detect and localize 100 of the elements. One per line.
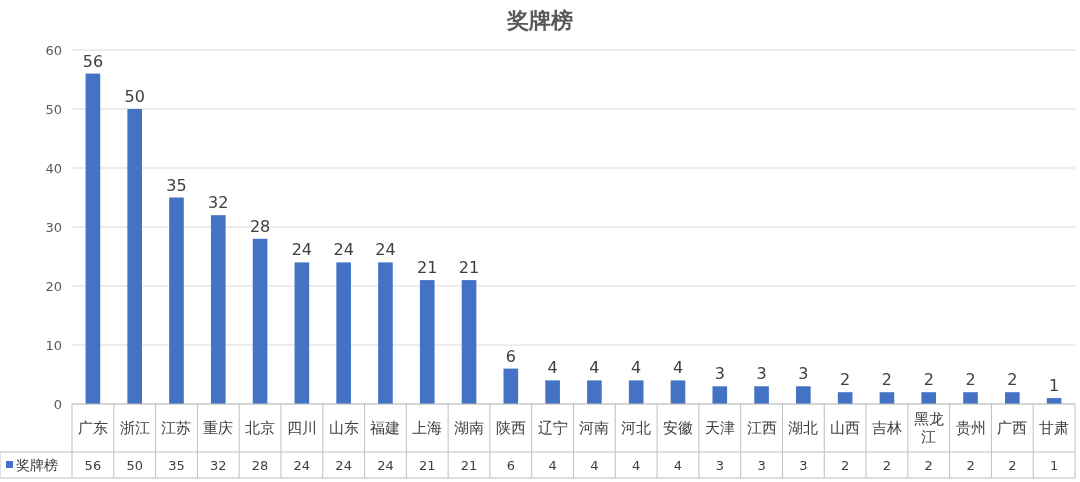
x-tick-label: 江苏: [161, 419, 192, 437]
bar: [210, 215, 226, 404]
text: 2: [881, 370, 893, 390]
bar: [1005, 392, 1020, 404]
x-tick-label: 辽宁: [537, 419, 568, 437]
bar: [670, 380, 686, 404]
bar: [796, 386, 811, 404]
data-label: 3: [715, 458, 724, 473]
chart-title: 奖牌榜: [506, 8, 573, 33]
text: 1: [1049, 376, 1060, 396]
data-label: 28: [251, 458, 269, 473]
text: 56: [82, 51, 104, 71]
data-label: 24: [377, 458, 394, 473]
x-tick-label: 重庆: [203, 419, 234, 437]
x-tick-label: 北京: [245, 419, 276, 437]
text: 6: [505, 346, 516, 366]
x-tick-label: 广东: [77, 419, 108, 437]
data-label: 3: [757, 458, 766, 473]
bar: [503, 368, 519, 404]
x-tick-label: 陕西: [495, 419, 526, 437]
x-tick-label: 天津: [704, 419, 735, 437]
text: 35: [166, 175, 187, 195]
data-label: 4: [632, 458, 641, 473]
x-tick-label: 浙江: [119, 419, 150, 437]
text: 3: [798, 364, 809, 384]
text: 28: [249, 216, 271, 236]
bar: [628, 380, 644, 404]
y-tick-label: 40: [45, 161, 62, 176]
data-label: 1: [1049, 458, 1059, 473]
text: 21: [417, 258, 438, 278]
x-tick-label: 四川: [286, 419, 317, 437]
text: 24: [291, 240, 313, 260]
text: 2: [1007, 370, 1018, 390]
bar: [336, 262, 351, 404]
text: 2: [923, 370, 934, 390]
data-label: 4: [673, 458, 683, 473]
bar: [294, 262, 310, 404]
data-label: 21: [460, 458, 478, 473]
bar: [378, 262, 393, 404]
x-tick-label: 黑龙江: [913, 410, 944, 446]
bar: [754, 386, 769, 404]
y-tick-label: 0: [53, 397, 62, 412]
data-label: 21: [418, 458, 436, 473]
data-label: 2: [841, 458, 850, 473]
data-label: 6: [506, 458, 515, 473]
x-tick-label: 福建: [370, 419, 401, 437]
text: 3: [714, 364, 725, 384]
data-label: 35: [168, 458, 185, 473]
bar: [963, 392, 978, 404]
text: 32: [208, 193, 229, 213]
data-label: 3: [799, 458, 808, 473]
bar: [545, 380, 560, 404]
text: 4: [547, 358, 558, 378]
data-label: 2: [924, 458, 933, 473]
x-tick-label: 广西: [997, 419, 1028, 437]
text: 50: [124, 87, 145, 106]
legend-label: 奖牌榜: [16, 457, 58, 473]
x-tick-label: 河北: [621, 419, 652, 437]
text: 4: [672, 358, 684, 378]
x-tick-label: 江西: [746, 419, 777, 437]
data-label: 50: [126, 458, 143, 473]
bar: [587, 380, 602, 404]
x-tick-label: 贵州: [955, 419, 986, 437]
data-label: 4: [548, 458, 557, 473]
y-tick-label: 20: [45, 279, 62, 294]
x-tick-label: 河南: [579, 419, 610, 437]
data-label: 2: [966, 458, 975, 473]
bar: [461, 280, 477, 404]
x-tick-label: 吉林: [871, 419, 902, 437]
x-tick-label: 山东: [328, 419, 359, 437]
x-tick-label: 甘肃: [1039, 419, 1070, 437]
data-label: 24: [293, 458, 311, 473]
x-tick-label: 上海: [412, 419, 443, 437]
data-label: 2: [1008, 458, 1017, 473]
x-tick-label: 山西: [830, 419, 861, 437]
bar: [85, 73, 101, 404]
text: 3: [756, 364, 767, 384]
text: 24: [375, 240, 396, 260]
text: 4: [631, 358, 642, 378]
x-tick-label: 湖北: [788, 419, 819, 437]
bar: [712, 386, 728, 404]
text: 2: [840, 370, 851, 390]
bar: [127, 109, 142, 404]
text: 4: [589, 358, 600, 378]
data-label: 2: [882, 458, 892, 473]
bar: [169, 197, 184, 404]
data-label: 4: [590, 458, 599, 473]
y-tick-label: 50: [45, 102, 62, 117]
data-label: 32: [210, 458, 227, 473]
y-tick-label: 10: [45, 338, 62, 353]
y-tick-label: 30: [45, 220, 62, 235]
text: 21: [458, 258, 480, 278]
data-label: 56: [84, 458, 102, 473]
bar: [921, 392, 937, 404]
text: 2: [965, 370, 976, 390]
text: 24: [333, 240, 354, 260]
bar: [252, 238, 268, 404]
y-tick-label: 60: [45, 43, 62, 58]
bar: [419, 280, 435, 404]
x-tick-label: 安徽: [662, 419, 693, 437]
